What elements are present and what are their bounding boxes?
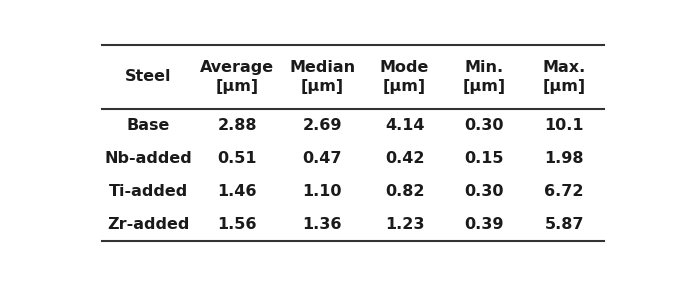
Text: 10.1: 10.1 (544, 119, 584, 133)
Text: 2.69: 2.69 (302, 119, 342, 133)
Text: 0.30: 0.30 (464, 184, 504, 200)
Text: Mode
[μm]: Mode [μm] (380, 60, 429, 94)
Text: 1.98: 1.98 (544, 151, 584, 166)
Text: 1.10: 1.10 (302, 184, 342, 200)
Text: 0.51: 0.51 (218, 151, 257, 166)
Text: 2.88: 2.88 (218, 119, 257, 133)
Text: 0.15: 0.15 (464, 151, 504, 166)
Text: 1.56: 1.56 (218, 217, 257, 232)
Text: Base: Base (127, 119, 170, 133)
Text: Steel: Steel (125, 69, 172, 85)
Text: Ti-added: Ti-added (109, 184, 188, 200)
Text: 6.72: 6.72 (544, 184, 584, 200)
Text: 1.46: 1.46 (218, 184, 257, 200)
Text: 0.42: 0.42 (385, 151, 424, 166)
Text: 0.30: 0.30 (464, 119, 504, 133)
Text: Zr-added: Zr-added (107, 217, 189, 232)
Text: Average
[μm]: Average [μm] (200, 60, 274, 94)
Text: 0.47: 0.47 (302, 151, 342, 166)
Text: 0.39: 0.39 (464, 217, 504, 232)
Text: Nb-added: Nb-added (105, 151, 192, 166)
Text: 1.36: 1.36 (302, 217, 342, 232)
Text: Max.
[μm]: Max. [μm] (542, 60, 586, 94)
Text: 5.87: 5.87 (544, 217, 584, 232)
Text: 0.82: 0.82 (385, 184, 424, 200)
Text: Median
[μm]: Median [μm] (289, 60, 356, 94)
Text: 1.23: 1.23 (385, 217, 424, 232)
Text: 4.14: 4.14 (385, 119, 424, 133)
Text: Min.
[μm]: Min. [μm] (463, 60, 506, 94)
